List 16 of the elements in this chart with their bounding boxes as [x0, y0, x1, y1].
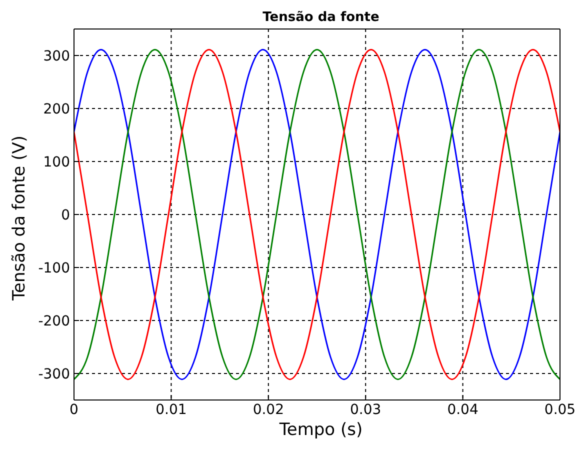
x-axis-title: Tempo (s): [278, 420, 364, 440]
line-series: [74, 48, 560, 380]
y-tick-label: 200: [43, 101, 70, 118]
y-tick-label: -100: [38, 260, 70, 276]
y-tick-label: -300: [38, 366, 70, 382]
x-tick-label: 0.04: [447, 402, 478, 418]
x-tick-label: 0.01: [156, 402, 187, 418]
x-tick-label: 0.05: [544, 402, 576, 418]
y-tick-label: 300: [43, 48, 70, 64]
y-tick-label: -200: [38, 313, 70, 330]
chart-title: Tensão da fonte: [262, 10, 380, 25]
x-tick-label: 0.03: [350, 402, 382, 418]
y-tick-label: 100: [43, 154, 70, 170]
x-tick-label: 0.02: [252, 402, 284, 418]
y-axis-title: Tensão da fonte (V): [9, 135, 30, 301]
y-tick-label: 0: [61, 207, 70, 224]
